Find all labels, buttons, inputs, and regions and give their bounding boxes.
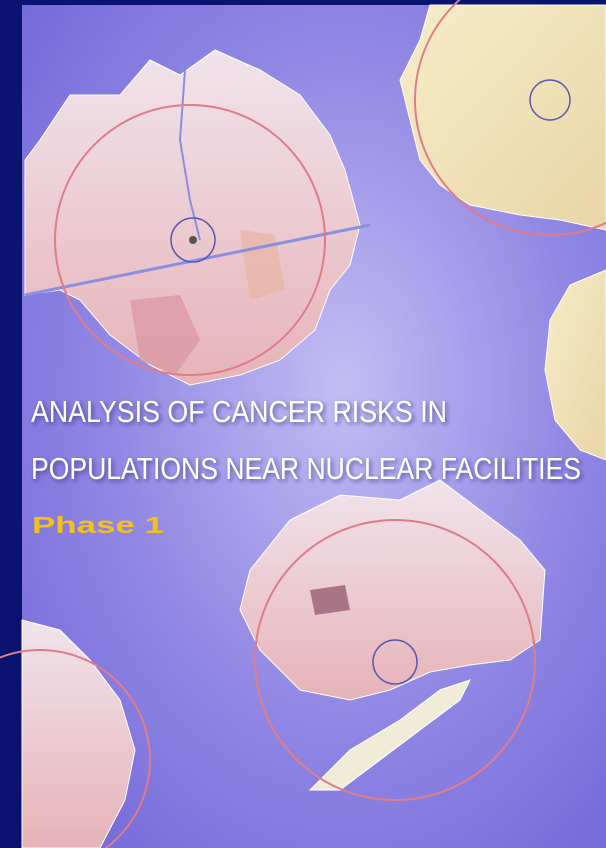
facility <box>189 236 197 244</box>
map-region <box>310 585 350 615</box>
cover: ANALYSIS OF CANCER RISKS IN POPULATIONS … <box>0 0 606 848</box>
title-line: POPULATIONS NEAR NUCLEAR FACILITIES <box>31 451 581 486</box>
title-line: ANALYSIS OF CANCER RISKS IN <box>31 394 447 429</box>
subtitle: Phase 1 <box>32 512 164 538</box>
